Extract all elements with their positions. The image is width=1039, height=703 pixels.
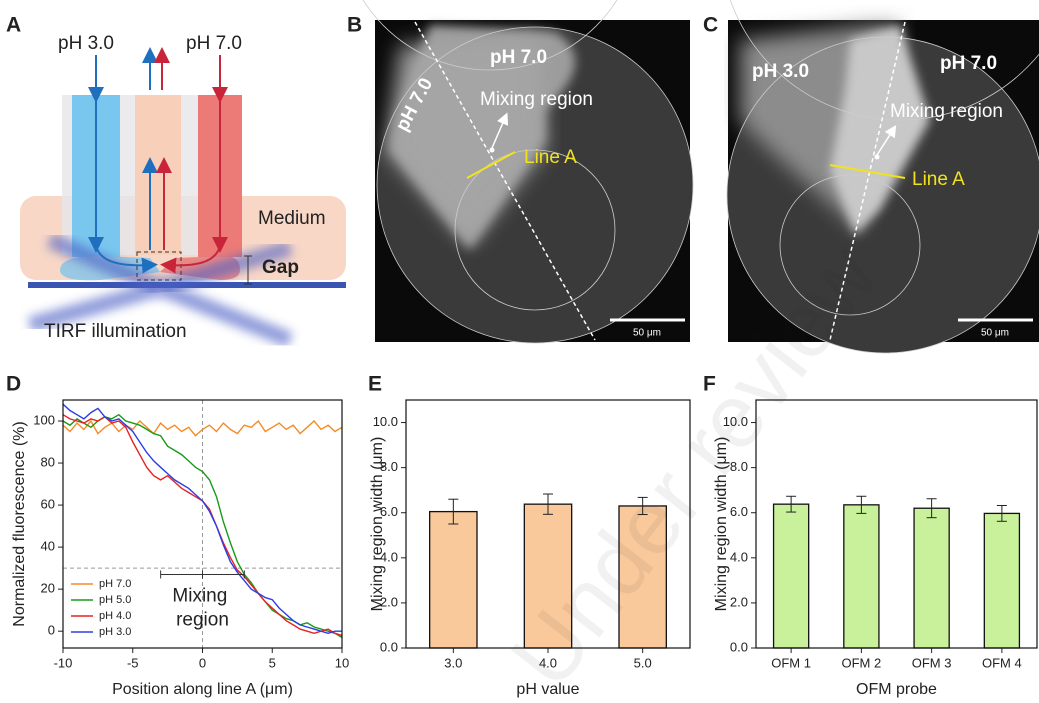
- y-tick-label: 4.0: [380, 549, 398, 564]
- y-tick-label: 6.0: [730, 504, 748, 519]
- x-tick-label: 5: [269, 655, 276, 670]
- x-tick-label: 4.0: [539, 655, 557, 670]
- y-tick-label: 0: [48, 623, 55, 638]
- panel-label: D: [6, 373, 21, 396]
- label: Medium: [258, 208, 326, 229]
- schematic: [20, 47, 346, 348]
- panel-label: B: [347, 14, 362, 37]
- label: Line A: [524, 147, 577, 168]
- label: pH 7.0: [940, 53, 997, 74]
- x-tick-label: OFM 3: [912, 655, 952, 670]
- x-tick-label: OFM 4: [982, 655, 1022, 670]
- bar: [618, 505, 667, 649]
- panel-label: F: [703, 373, 716, 396]
- plot-frame: [405, 399, 691, 649]
- y-tick-label: 4.0: [730, 549, 748, 564]
- y-tick-label: 20: [41, 581, 55, 596]
- panel-label: A: [6, 14, 21, 37]
- x-axis-title: OFM probe: [856, 681, 937, 698]
- y-tick-label: 80: [41, 454, 55, 469]
- label: pH 3.0: [752, 61, 809, 82]
- x-axis-title: Position along line A (μm): [112, 681, 293, 698]
- label: Gap: [262, 257, 299, 278]
- legend-box: [67, 574, 147, 642]
- x-axis-title: pH value: [516, 681, 579, 698]
- label: pH 3.0: [58, 33, 114, 54]
- x-tick-label: -10: [54, 655, 73, 670]
- y-tick-label: 6.0: [380, 504, 398, 519]
- y-tick-label: 2.0: [730, 594, 748, 609]
- plot-frame: [755, 399, 1038, 649]
- label: pH 7.0: [186, 33, 242, 54]
- x-tick-label: 3.0: [444, 655, 462, 670]
- y-tick-label: 60: [41, 497, 55, 512]
- data-line: [62, 419, 343, 437]
- x-tick-label: 0: [199, 655, 206, 670]
- bar: [983, 512, 1021, 649]
- y-tick-label: 0.0: [730, 639, 748, 654]
- x-tick-label: OFM 1: [771, 655, 811, 670]
- y-tick-label: 2.0: [380, 594, 398, 609]
- label: Line A: [912, 169, 965, 190]
- legend-label: pH 7.0: [99, 578, 131, 590]
- y-axis-title: Mixing region width (μm): [713, 437, 730, 612]
- legend-label: pH 4.0: [99, 610, 131, 622]
- y-tick-label: 8.0: [730, 459, 748, 474]
- scale-bar-label: 50 μm: [633, 328, 661, 339]
- bar: [913, 507, 950, 649]
- charts: 0 20 40 60 80 100 -10 -5 0 5 10 Mixing region pH 7.0…: [11, 399, 1038, 698]
- label: pH 7.0: [490, 47, 547, 68]
- panel-label: E: [368, 373, 382, 396]
- annotation: Mixing region: [172, 585, 232, 630]
- label: Mixing region: [480, 89, 593, 110]
- bar: [843, 504, 880, 649]
- bar: [772, 503, 810, 649]
- y-tick-label: 40: [41, 539, 55, 554]
- micrograph: [362, 0, 694, 344]
- label: TIRF illumination: [44, 321, 187, 342]
- x-tick-label: -5: [127, 655, 139, 670]
- label: Mixing region: [890, 101, 1003, 122]
- scale-bar-label: 50 μm: [981, 328, 1009, 339]
- y-tick-label: 8.0: [380, 459, 398, 474]
- y-tick-label: 100: [33, 412, 55, 427]
- plot-frame: [62, 399, 343, 649]
- x-tick-label: 5.0: [634, 655, 652, 670]
- x-tick-label: OFM 2: [842, 655, 882, 670]
- y-tick-label: 10.0: [723, 414, 748, 429]
- y-tick-label: 10.0: [373, 414, 398, 429]
- y-axis-title: Normalized fluorescence (%): [11, 421, 28, 626]
- legend-label: pH 5.0: [99, 594, 131, 606]
- y-tick-label: 0.0: [380, 639, 398, 654]
- micrograph: [726, 0, 1039, 354]
- y-axis-title: Mixing region width (μm): [369, 437, 386, 612]
- bar: [429, 510, 478, 649]
- panel-label: C: [703, 14, 718, 37]
- data-line: [62, 403, 342, 635]
- legend-label: pH 3.0: [99, 626, 131, 638]
- x-tick-label: 10: [335, 655, 349, 670]
